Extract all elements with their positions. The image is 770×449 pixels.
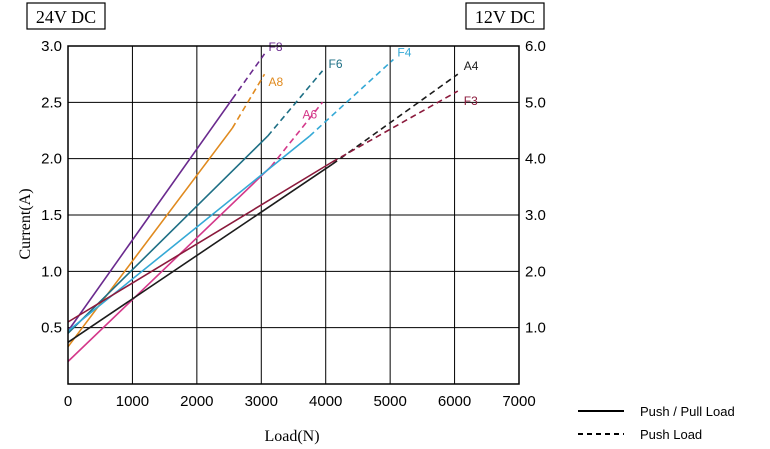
y-tick-label: 2.0 [41, 151, 62, 168]
series-a6-solid-line [67, 166, 272, 363]
series-label-f6: F6 [328, 57, 342, 71]
series-a8-dashed-line [231, 73, 266, 129]
y-tick-label: 3.0 [41, 38, 62, 55]
series-f4-dashed-line [309, 58, 394, 137]
series-f3-solid-line [67, 161, 333, 323]
series-f3: F3 [67, 90, 478, 323]
y-axis-title: Current(A) [17, 188, 34, 259]
plot-frame [67, 45, 520, 385]
x-axis-title: Load(N) [264, 428, 319, 445]
x-tick-label: 3000 [245, 393, 278, 410]
series-label-f4: F4 [397, 46, 411, 60]
series-a6-dashed-line [270, 101, 324, 168]
series-f6-dashed-line [267, 70, 324, 137]
series-a6: A6 [67, 101, 324, 363]
y2-tick-label: 5.0 [525, 94, 546, 111]
x-tick-label: 2000 [180, 393, 213, 410]
series-label-a8: A8 [269, 75, 284, 89]
y2-tick-label: 4.0 [525, 151, 546, 168]
x-axis-ticks: 0 1000 2000 3000 4000 5000 6000 7000 [64, 393, 536, 410]
x-tick-label: 0 [64, 393, 72, 410]
series-layer: F8 A8 F6 A6 F4 A4 F3 [67, 40, 479, 363]
series-a8-solid-line [67, 127, 233, 348]
y-tick-label: 1.0 [41, 263, 62, 280]
y2-tick-label: 1.0 [525, 320, 546, 337]
series-a4: A4 [67, 59, 479, 343]
x-tick-label: 1000 [116, 393, 149, 410]
series-label-f3: F3 [464, 94, 478, 108]
right-axis-box: 12V DC [465, 2, 545, 30]
x-tick-label: 7000 [502, 393, 535, 410]
y2-tick-label: 6.0 [525, 38, 546, 55]
legend: Push / Pull Load Push Load [578, 404, 735, 442]
left-axis-box-label: 24V DC [36, 7, 96, 27]
series-f6: F6 [67, 57, 343, 334]
y2-tick-label: 2.0 [525, 263, 546, 280]
series-f8: F8 [67, 40, 283, 332]
x-tick-label: 4000 [309, 393, 342, 410]
right-y-axis-ticks: 1.0 2.0 3.0 4.0 5.0 6.0 [525, 38, 546, 337]
grid [67, 45, 520, 384]
series-label-f8: F8 [269, 40, 283, 54]
series-a8: A8 [67, 73, 284, 348]
series-f8-solid-line [67, 98, 233, 332]
y-tick-label: 2.5 [41, 94, 62, 111]
y-tick-label: 0.5 [41, 320, 62, 337]
legend-label-push: Push Load [640, 427, 702, 442]
y2-tick-label: 3.0 [525, 207, 546, 224]
series-a4-solid-line [67, 163, 333, 343]
left-y-axis-ticks: 0.5 1.0 1.5 2.0 2.5 3.0 [41, 38, 62, 337]
y-tick-label: 1.5 [41, 207, 62, 224]
legend-label-push-pull: Push / Pull Load [640, 404, 735, 419]
series-f3-dashed-line [331, 90, 459, 163]
x-tick-label: 5000 [373, 393, 406, 410]
left-axis-box: 24V DC [26, 2, 106, 30]
series-label-a6: A6 [302, 107, 317, 121]
right-axis-box-label: 12V DC [475, 7, 535, 27]
series-f4-solid-line [67, 135, 311, 332]
series-label-a4: A4 [464, 59, 479, 73]
x-tick-label: 6000 [438, 393, 471, 410]
series-f6-solid-line [67, 135, 269, 334]
series-f8-dashed-line [231, 53, 266, 100]
